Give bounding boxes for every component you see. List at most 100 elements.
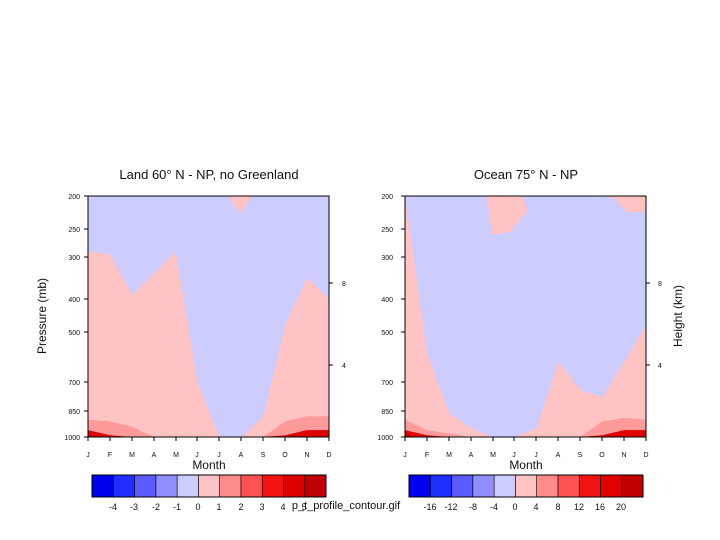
land-xtick-label-3: M [129, 452, 135, 459]
ocean-cb-label: 0 [512, 502, 517, 512]
ocean-xtick-label-12: D [643, 452, 648, 459]
land-ytick-label-850: 850 [68, 409, 80, 416]
land-ytick-label-200: 200 [68, 194, 80, 201]
land-xtick-label-10: O [282, 452, 288, 459]
ocean-ytick-label-250: 250 [381, 227, 393, 234]
ocean-cb-label: -16 [423, 502, 436, 512]
colorbar-swatch [176, 474, 199, 498]
colorbar-swatch [429, 474, 452, 498]
land-xtick-label-12: D [326, 452, 331, 459]
ocean-colorbar [408, 474, 644, 498]
land-cb-label: -2 [152, 502, 160, 512]
ocean-xtick-label-9: S [578, 452, 583, 459]
colorbar-swatch [112, 474, 135, 498]
ocean-height-label-8: 8 [658, 281, 662, 288]
ocean-pocket-top [487, 196, 528, 235]
ocean-ytick-label-400: 400 [381, 297, 393, 304]
land-cb-label: 4 [280, 502, 285, 512]
colorbar-swatch [304, 474, 327, 498]
ocean-xtick-label-6: J [512, 452, 516, 459]
land-xtick-label-11: N [304, 452, 309, 459]
land-ytick-label-300: 300 [68, 255, 80, 262]
colorbar-swatch [536, 474, 559, 498]
land-cb-label: 2 [238, 502, 243, 512]
colorbar-swatch [600, 474, 623, 498]
ocean-xtick-label-5: M [490, 452, 496, 459]
colorbar-swatch [557, 474, 580, 498]
land-xtick-label-5: M [173, 452, 179, 459]
ocean-y-ticks: 200 250 300 400 500 700 850 1000 [377, 194, 405, 442]
ocean-ytick-label-500: 500 [381, 330, 393, 337]
land-cb-label: 5 [301, 502, 306, 512]
ocean-cb-label: 20 [616, 502, 626, 512]
colorbar-swatch [621, 474, 644, 498]
ocean-colorbar-frame [408, 474, 644, 498]
ocean-panel: Ocean 75° N - NP Height (km) Month 200 2… [377, 167, 685, 472]
colorbar-swatch [198, 474, 220, 498]
file-caption: p_t_profile_contour.gif [292, 500, 401, 512]
colorbar-swatch [493, 474, 516, 498]
ocean-cb-label: -12 [444, 502, 457, 512]
ocean-x-ticks: J F M A M J J A S O N [403, 437, 649, 459]
ocean-xtick-label-4: A [469, 452, 474, 459]
ocean-region-4-to-8 [405, 196, 646, 437]
ocean-cb-label: -4 [490, 502, 498, 512]
ocean-cb-label: 4 [533, 502, 538, 512]
land-frame [87, 195, 330, 438]
land-height-ticks: 8 4 [329, 281, 346, 370]
ocean-pocket-top-right [597, 196, 646, 212]
ocean-height-label: Height (km) [671, 285, 685, 347]
colorbar-swatch [219, 474, 242, 498]
ocean-ytick-label-850: 850 [381, 409, 393, 416]
colorbar-swatch [451, 474, 474, 498]
ocean-cb-label: 16 [595, 502, 605, 512]
land-xlabel: Month [192, 458, 225, 472]
land-ylabel: Pressure (mb) [35, 278, 49, 354]
land-xtick-label-4: A [152, 452, 157, 459]
ocean-ytick-label-200: 200 [381, 194, 393, 201]
land-region-1-to-2 [88, 251, 329, 437]
land-ytick-label-250: 250 [68, 227, 80, 234]
ocean-xtick-label-1: J [403, 452, 407, 459]
land-xtick-label-2: F [108, 452, 112, 459]
land-cb-label: -1 [173, 502, 181, 512]
ocean-ytick-label-700: 700 [381, 380, 393, 387]
ocean-cb-label: 8 [555, 502, 560, 512]
ocean-xtick-label-2: F [425, 452, 429, 459]
land-colorbar-frame [91, 474, 327, 498]
ocean-xlabel: Month [509, 458, 542, 472]
colorbar-swatch [578, 474, 601, 498]
land-ytick-label-400: 400 [68, 297, 80, 304]
ocean-cb-label: 12 [574, 502, 584, 512]
ocean-cb-label: -8 [469, 502, 477, 512]
colorbar-swatch [408, 474, 431, 498]
land-cb-label: 0 [195, 502, 200, 512]
colorbar-swatch [261, 474, 284, 498]
ocean-xtick-label-8: A [556, 452, 561, 459]
land-panel: Land 60° N - NP, no Greenland Pressure (… [35, 167, 346, 472]
land-ytick-label-700: 700 [68, 380, 80, 387]
land-cb-label: -3 [130, 502, 138, 512]
colorbar-swatch [283, 474, 306, 498]
land-pocket-top [228, 196, 252, 214]
land-xtick-label-6: J [195, 452, 199, 459]
land-region-4-plus [88, 430, 329, 437]
ocean-xtick-label-7: J [534, 452, 538, 459]
land-height-label-8: 8 [342, 281, 346, 288]
colorbar-swatch [134, 474, 157, 498]
ocean-region-12-plus [405, 430, 646, 437]
ocean-xtick-label-3: M [446, 452, 452, 459]
colorbar-swatch [240, 474, 263, 498]
ocean-xtick-label-11: N [621, 452, 626, 459]
ocean-frame [404, 195, 647, 438]
land-xtick-label-9: S [261, 452, 266, 459]
land-xtick-label-8: A [239, 452, 244, 459]
ocean-ytick-label-300: 300 [381, 255, 393, 262]
colorbar-swatch [515, 474, 537, 498]
land-cb-label: -4 [109, 502, 117, 512]
ocean-title: Ocean 75° N - NP [474, 167, 578, 182]
land-xtick-label-7: J [217, 452, 221, 459]
colorbar-swatch [472, 474, 495, 498]
